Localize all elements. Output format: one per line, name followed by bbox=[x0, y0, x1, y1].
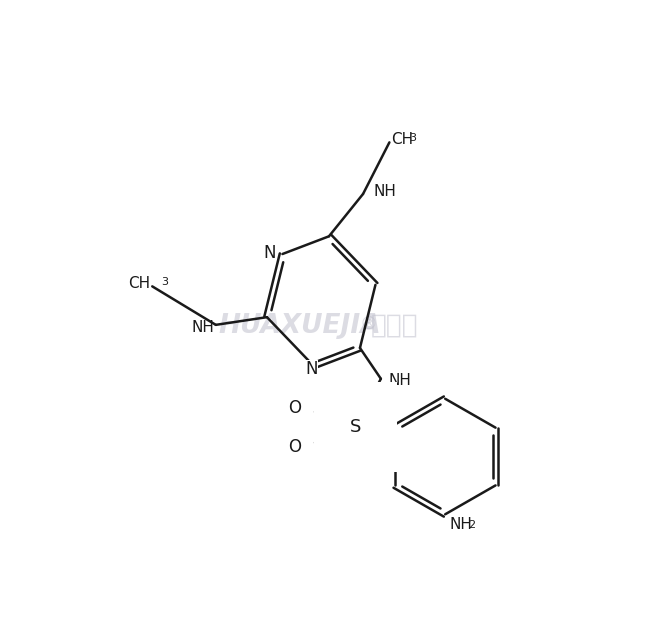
Text: 化学加: 化学加 bbox=[371, 313, 418, 338]
Text: CH: CH bbox=[391, 132, 413, 147]
Text: N: N bbox=[264, 244, 277, 262]
Text: 3: 3 bbox=[161, 277, 168, 287]
Text: NH: NH bbox=[374, 184, 397, 199]
Text: S: S bbox=[350, 419, 361, 437]
Text: ®: ® bbox=[360, 314, 378, 332]
Text: 2: 2 bbox=[468, 520, 475, 529]
Text: NH: NH bbox=[389, 373, 411, 388]
Text: CH: CH bbox=[128, 276, 150, 291]
Text: NH: NH bbox=[449, 517, 472, 531]
Text: 3: 3 bbox=[409, 133, 416, 143]
Text: HUAXUEJIA: HUAXUEJIA bbox=[218, 313, 381, 338]
Text: NH: NH bbox=[191, 320, 214, 335]
Text: O: O bbox=[288, 438, 301, 456]
Text: O: O bbox=[288, 399, 301, 417]
Text: N: N bbox=[306, 360, 318, 378]
